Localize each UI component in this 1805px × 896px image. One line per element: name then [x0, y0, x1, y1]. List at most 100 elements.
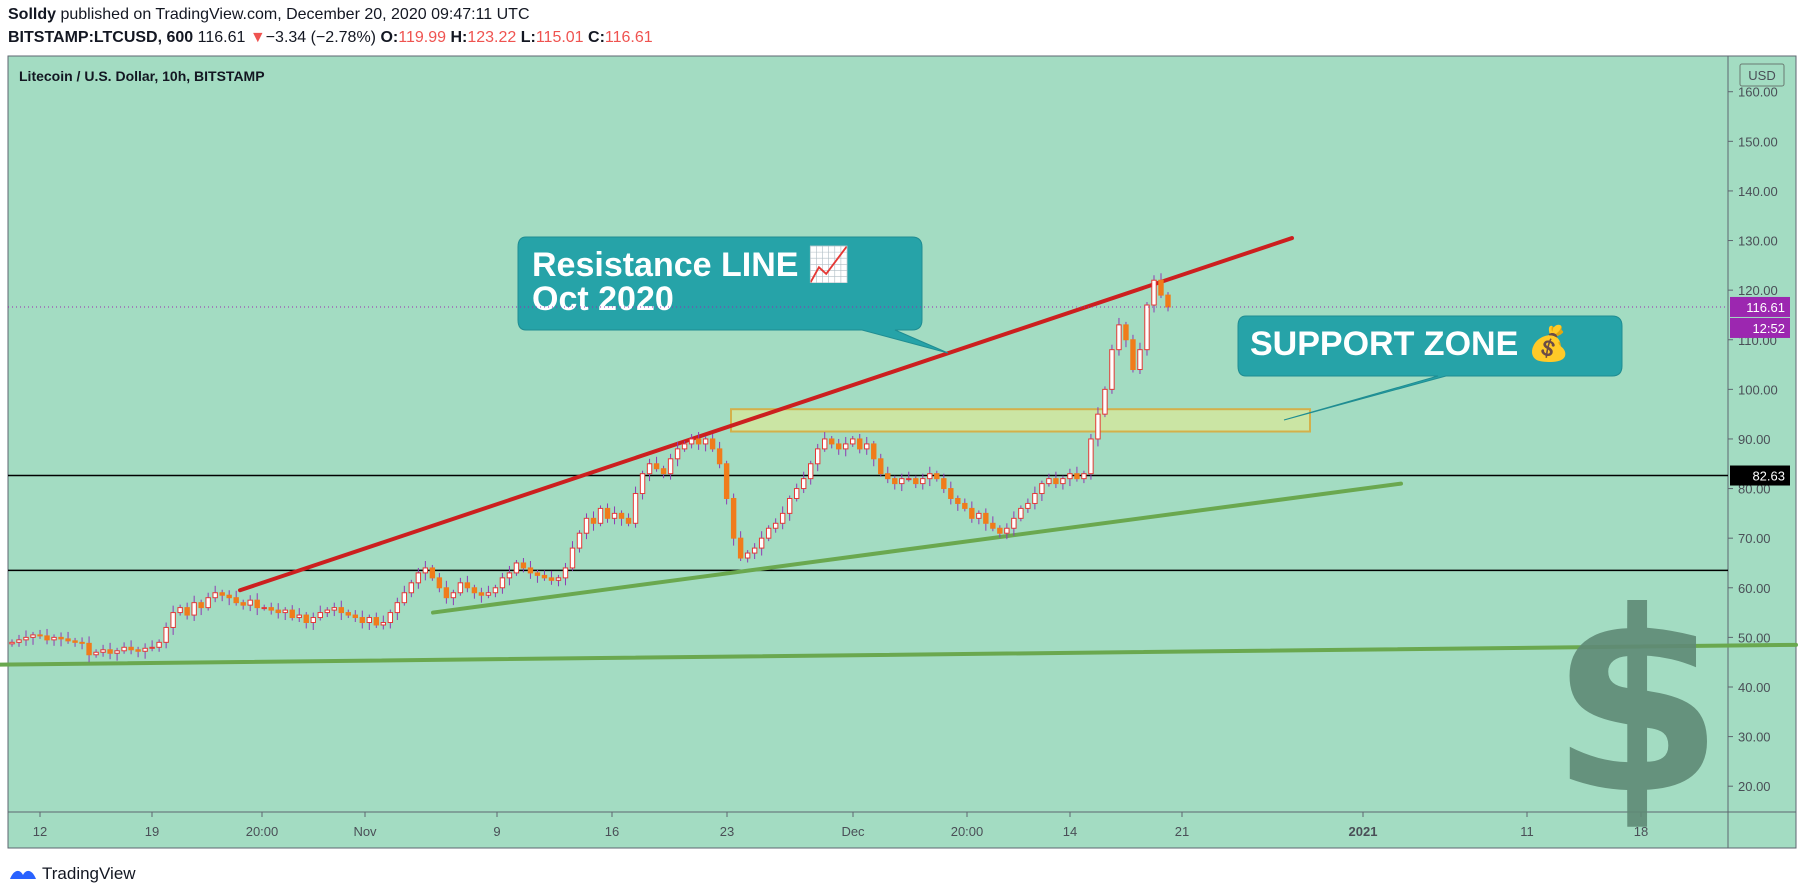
- candle-body: [857, 438, 863, 450]
- candle-body: [429, 567, 436, 579]
- candle-body: [366, 617, 373, 624]
- candle: [1137, 342, 1143, 374]
- candle: [548, 570, 555, 585]
- candle: [373, 612, 380, 628]
- candle: [247, 595, 253, 612]
- trendline-support-upper: [431, 481, 1403, 615]
- candle-body: [1018, 507, 1024, 519]
- candle-body: [1137, 349, 1143, 371]
- candle-body: [485, 592, 492, 596]
- candle-body: [499, 577, 506, 589]
- y-tick-label: 30.00: [1738, 730, 1771, 745]
- candle: [786, 495, 793, 521]
- candle: [1095, 407, 1101, 447]
- candle-body: [1032, 493, 1038, 504]
- high-label: H:: [450, 29, 468, 46]
- candle: [121, 642, 127, 654]
- candle-body: [65, 638, 71, 642]
- candle-body: [520, 562, 527, 569]
- x-tick-label: 14: [1063, 824, 1077, 839]
- author-name[interactable]: Solldy: [8, 6, 57, 23]
- candle-body: [948, 488, 954, 499]
- footer-brand[interactable]: TradingView: [42, 864, 136, 883]
- candle: [149, 640, 155, 652]
- resistance-callout-box: [517, 236, 949, 354]
- currency-badge[interactable]: [1739, 63, 1785, 87]
- candle-body: [254, 599, 260, 609]
- publish-date: published on TradingView.com, December 2…: [60, 6, 530, 23]
- candle: [485, 585, 492, 599]
- candle-body: [93, 651, 99, 656]
- candle: [955, 495, 961, 511]
- price-axis[interactable]: [1727, 55, 1797, 849]
- candle: [941, 473, 947, 494]
- candle-body: [829, 438, 835, 445]
- low-label: L:: [520, 29, 536, 46]
- candle: [843, 436, 849, 457]
- candle-body: [1123, 324, 1129, 341]
- candle-body: [1088, 438, 1094, 475]
- candle-body: [681, 443, 688, 450]
- candle-body: [289, 609, 295, 619]
- candle: [401, 585, 408, 606]
- candle-body: [177, 607, 183, 614]
- candle: [184, 602, 190, 620]
- candle: [934, 470, 940, 482]
- candle: [723, 460, 730, 505]
- candle: [107, 642, 113, 660]
- y-tick-label: 50.00: [1738, 630, 1771, 645]
- candle-body: [219, 592, 225, 596]
- candle-body: [667, 458, 674, 475]
- candle-body: [170, 612, 176, 628]
- y-tick-label: 120.00: [1738, 283, 1778, 298]
- candle: [927, 466, 933, 487]
- candle: [688, 434, 695, 449]
- candle-body: [9, 641, 15, 645]
- candle: [93, 649, 99, 658]
- candle: [618, 510, 625, 526]
- candle-body: [548, 577, 555, 581]
- x-tick-label: 20:00: [246, 824, 279, 839]
- candle: [836, 438, 842, 455]
- candle-body: [1109, 349, 1115, 390]
- candle-body: [303, 614, 309, 623]
- candle-body: [541, 574, 548, 579]
- candle: [219, 589, 225, 602]
- candle: [583, 513, 590, 540]
- candle: [1025, 498, 1031, 513]
- candle: [850, 435, 856, 447]
- candle-body: [345, 612, 351, 616]
- candle-body: [527, 567, 534, 574]
- candle-body: [1130, 339, 1136, 371]
- candle-body: [422, 567, 429, 574]
- candle: [156, 639, 162, 652]
- symbol-info: BITSTAMP:LTCUSD, 600 116.61 ▼−3.34 (−2.7…: [8, 29, 653, 47]
- resistance-callout-text: Resistance LINE 📈: [532, 245, 850, 284]
- candle-body: [324, 609, 330, 614]
- candle-body: [240, 602, 246, 606]
- candle: [86, 636, 92, 663]
- candle: [415, 567, 422, 589]
- candle: [885, 466, 891, 484]
- candle-body: [205, 597, 211, 609]
- candle-body: [934, 473, 940, 480]
- candle: [976, 510, 982, 525]
- chart-pane[interactable]: [7, 55, 1729, 849]
- candle-body: [772, 522, 779, 529]
- candle: [268, 602, 274, 615]
- level-label: 82.63: [1752, 469, 1785, 484]
- candle-body: [807, 463, 814, 480]
- trendline-resistance: [238, 236, 1294, 593]
- candle: [751, 543, 758, 560]
- x-tick-label: 9: [493, 824, 500, 839]
- candle: [303, 612, 309, 629]
- candle: [212, 585, 218, 603]
- candle-body: [373, 617, 380, 626]
- candle-body: [1053, 478, 1059, 485]
- candle-body: [562, 567, 569, 579]
- candle: [310, 612, 316, 630]
- candle-body: [604, 507, 611, 519]
- candle: [422, 560, 429, 581]
- candle-body: [44, 635, 50, 641]
